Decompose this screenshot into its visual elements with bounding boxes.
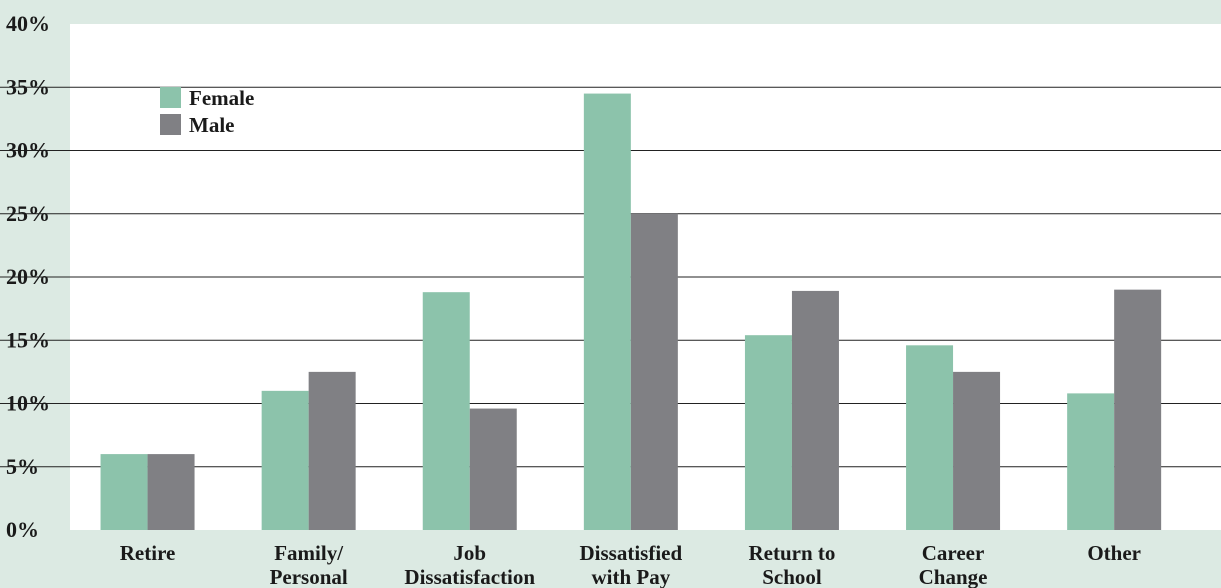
- bar-male-1: [308, 371, 356, 530]
- x-category-label: Retire: [120, 541, 176, 565]
- x-category-label: Job Dissatisfaction: [404, 541, 535, 588]
- legend-label-female: Female: [189, 86, 254, 110]
- bar-female-2: [422, 292, 470, 530]
- bar-male-6: [1114, 289, 1162, 530]
- y-tick-label: 10%: [6, 391, 50, 416]
- y-tick-label: 40%: [6, 11, 50, 36]
- x-category-label: Career Change: [919, 541, 988, 588]
- y-tick-label: 30%: [6, 138, 50, 163]
- bar-male-5: [953, 371, 1001, 530]
- legend-label-male: Male: [189, 113, 234, 137]
- y-tick-label: 35%: [6, 74, 50, 99]
- y-tick-label: 25%: [6, 201, 50, 226]
- x-category-label: Dissatisfied with Pay: [580, 541, 683, 588]
- y-tick-label: 20%: [6, 264, 50, 289]
- bar-female-6: [1067, 393, 1115, 530]
- x-category-label: Other: [1087, 541, 1141, 565]
- x-category-label: Family/Personal: [270, 541, 348, 588]
- legend-swatch-male: [160, 114, 181, 135]
- bar-female-5: [906, 345, 954, 530]
- bar-female-3: [583, 93, 631, 530]
- bar-female-4: [744, 335, 792, 530]
- y-tick-label: 0%: [6, 517, 39, 542]
- bar-male-4: [791, 290, 839, 530]
- bar-female-1: [261, 390, 309, 530]
- x-category-label: Return to School: [748, 541, 835, 588]
- y-tick-label: 15%: [6, 327, 50, 352]
- bar-male-2: [469, 408, 517, 530]
- bar-female-0: [100, 454, 148, 530]
- legend-swatch-female: [160, 87, 181, 108]
- y-tick-label: 5%: [6, 454, 39, 479]
- bar-male-3: [630, 213, 678, 530]
- bar-male-0: [147, 454, 195, 530]
